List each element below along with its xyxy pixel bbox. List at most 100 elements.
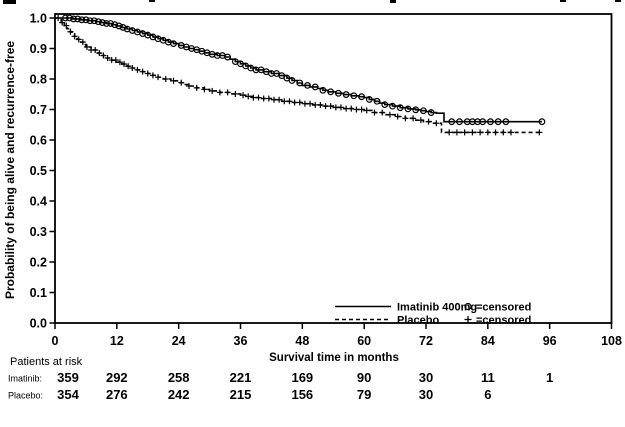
x-tick-label: 96 — [543, 334, 557, 348]
risk-count: 11 — [481, 370, 495, 385]
censor-circle-icon — [381, 101, 389, 109]
censor-circle-icon — [107, 20, 115, 27]
y-tick-label: 0.3 — [30, 225, 47, 239]
risk-count: 359 — [57, 370, 79, 385]
legend-label-placebo: Placebo — [397, 315, 439, 327]
censor-circle-icon — [296, 79, 304, 87]
censor-circle-icon — [448, 118, 456, 126]
y-tick-label: 0.1 — [30, 286, 47, 300]
risk-count: 30 — [419, 370, 433, 385]
y-tick-label: 0.6 — [30, 134, 47, 148]
x-tick-label: 60 — [357, 334, 371, 348]
y-tick-label: 0.0 — [30, 317, 47, 331]
cropped-title-fragment — [615, 0, 621, 2]
censor-circle-icon — [224, 53, 232, 61]
censor-circle-icon — [99, 19, 106, 26]
censor-circle-icon — [365, 96, 373, 103]
censor-circle-icon — [86, 17, 94, 25]
censor-circle-icon — [404, 105, 412, 113]
risk-count: 1 — [546, 370, 553, 385]
risk-table-heading: Patients at risk — [10, 356, 83, 368]
censor-circle-icon — [61, 14, 69, 22]
censor-circle-icon — [311, 83, 319, 91]
censor-circle-icon — [170, 40, 177, 48]
risk-count: 276 — [106, 387, 128, 402]
censor-circle-icon — [66, 14, 73, 22]
risk-count: 221 — [230, 370, 252, 385]
risk-row-label-placebo: Placebo: — [8, 391, 43, 401]
y-axis-title: Probability of being alive and recurrenc… — [3, 41, 17, 299]
risk-count: 292 — [106, 370, 128, 385]
cropped-title-fragment — [560, 0, 566, 2]
censor-circle-icon — [427, 109, 435, 116]
cropped-title-fragment — [390, 0, 396, 3]
censor-circle-icon — [319, 86, 327, 94]
x-tick-label: 36 — [234, 334, 248, 348]
censor-circle-icon — [111, 21, 119, 29]
censor-circle-icon — [103, 20, 110, 27]
risk-count: 354 — [57, 387, 79, 402]
censor-circle-icon — [396, 104, 404, 112]
x-tick-label: 24 — [172, 334, 186, 348]
censor-circle-icon — [538, 118, 546, 126]
y-tick-label: 0.4 — [30, 195, 47, 209]
y-tick-label: 0.7 — [30, 103, 47, 117]
censor-circle-icon — [494, 118, 502, 126]
y-tick-label: 0.2 — [30, 256, 47, 270]
risk-count: 156 — [291, 387, 313, 402]
censor-circle-icon — [487, 118, 494, 126]
y-tick-label: 0.5 — [30, 164, 47, 178]
censor-circle-icon — [350, 92, 358, 100]
censor-circle-icon — [502, 118, 510, 126]
censor-circle-icon — [288, 77, 296, 84]
censor-circle-icon — [412, 106, 420, 114]
censor-circle-icon — [70, 15, 77, 23]
legend-censor-circle-icon — [464, 302, 472, 311]
risk-count: 6 — [484, 387, 491, 402]
legend-label-imatinib: Imatinib 400mg — [397, 302, 477, 314]
censor-circle-icon — [74, 15, 82, 23]
risk-count: 242 — [168, 387, 190, 402]
risk-count: 169 — [291, 370, 313, 385]
y-tick-label: 0.8 — [30, 73, 47, 87]
censor-circle-icon — [90, 17, 98, 25]
legend-censored-circle-label: =censored — [476, 302, 531, 314]
censor-circle-icon — [119, 24, 127, 31]
risk-row-label-imatinib: Imatinib: — [8, 374, 42, 384]
censor-circle-icon — [456, 118, 463, 126]
x-axis-title: Survival time in months — [269, 352, 399, 364]
legend-censored-plus-label: =censored — [476, 315, 531, 327]
censor-circle-icon — [389, 102, 396, 110]
x-tick-label: 48 — [295, 334, 309, 348]
x-tick-label: 72 — [419, 334, 433, 348]
x-tick-label: 84 — [481, 334, 495, 348]
x-tick-label: 0 — [52, 334, 59, 348]
x-tick-label: 108 — [601, 334, 622, 348]
risk-count: 30 — [419, 387, 433, 402]
censor-circle-icon — [342, 91, 350, 98]
y-tick-label: 0.9 — [30, 42, 47, 56]
plot-border — [54, 13, 613, 324]
generated-chart-elements: 0.0 0.1 0.2 0.3 0.4 0.5 0.6 0.7 0.8 0.9 1.0 0 12 24 36… — [30, 12, 622, 403]
censor-circle-icon — [78, 16, 86, 24]
censor-circle-icon — [479, 118, 487, 126]
risk-count: 79 — [357, 387, 371, 402]
censor-circle-icon — [115, 22, 123, 30]
censor-circle-icon — [335, 89, 342, 97]
x-tick-label: 12 — [110, 334, 124, 348]
y-tick-label: 1.0 — [30, 12, 47, 26]
censor-circle-icon — [304, 82, 311, 89]
imatinib-curve — [55, 17, 542, 123]
cropped-title-fragment — [149, 0, 155, 2]
censor-circle-icon — [94, 18, 102, 26]
risk-count: 258 — [168, 370, 190, 385]
censor-circle-icon — [420, 107, 427, 115]
censor-circle-icon — [82, 16, 90, 24]
risk-count: 215 — [230, 387, 252, 402]
placebo-curve — [55, 17, 542, 134]
cropped-title-fragment — [3, 0, 16, 4]
censor-circle-icon — [327, 88, 335, 96]
censor-circle-icon — [358, 93, 365, 101]
